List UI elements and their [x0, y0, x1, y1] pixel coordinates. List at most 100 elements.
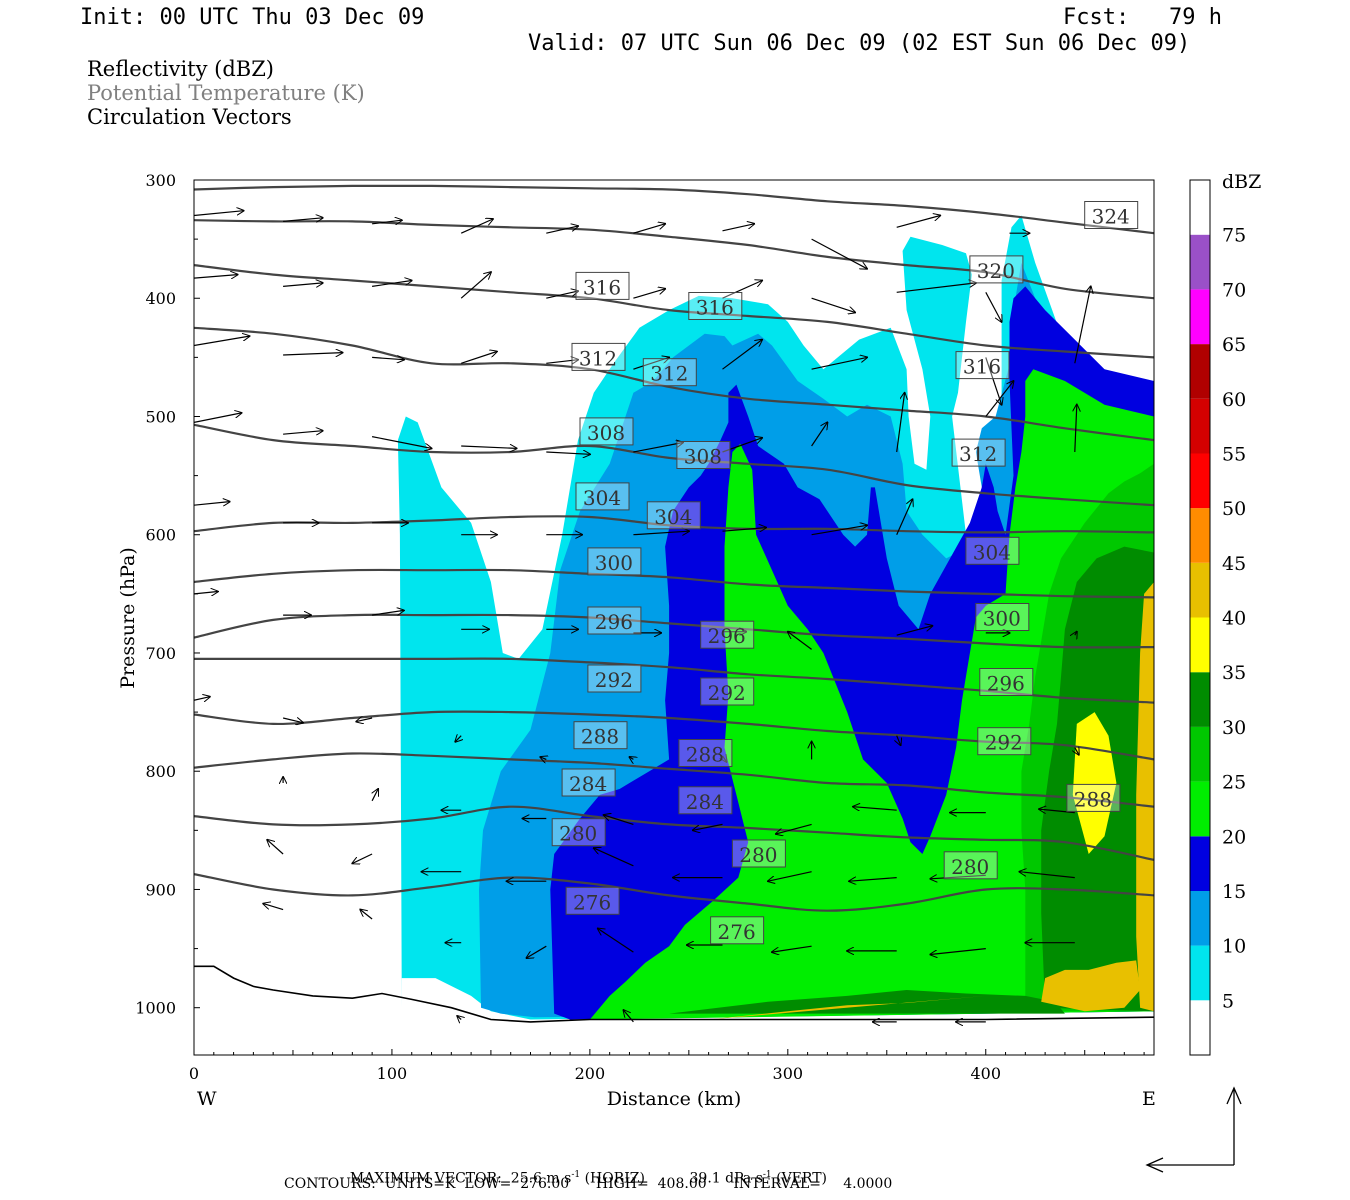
circulation-vector [811, 238, 867, 269]
colorbar-swatch [1190, 781, 1210, 837]
colorbar-swatch [1190, 1000, 1210, 1055]
contour-label-text: 288 [1074, 787, 1112, 811]
circulation-vector [776, 823, 812, 834]
colorbar-swatch [1190, 289, 1210, 345]
theta-contour-276 [194, 873, 1154, 912]
contour-label-text: 300 [595, 551, 633, 575]
contour-label: 316 [688, 292, 743, 320]
contours-info: CONTOURS: UNITS=K LOW= 276.00 HIGH= 408.… [284, 1176, 893, 1192]
circulation-vector [546, 360, 578, 364]
contour-label: 296 [700, 620, 755, 649]
circulation-vector [372, 281, 412, 287]
contour-label-text: 276 [718, 920, 756, 944]
contour-label: 280 [551, 818, 606, 847]
contour-label: 292 [700, 677, 755, 706]
contour-label: 280 [943, 851, 998, 880]
circulation-vector [540, 757, 546, 759]
contour-label-text: 296 [987, 672, 1025, 696]
theta-contour-304 [194, 515, 1154, 534]
colorbar-tick-label: 10 [1222, 936, 1246, 958]
reference-arrow-icon [1145, 1086, 1242, 1173]
contour-label-box [1084, 201, 1139, 229]
contour-label-box [646, 501, 701, 530]
contour-label-text: 304 [583, 486, 621, 510]
circulation-vector [723, 756, 727, 762]
contour-label-box [573, 721, 628, 750]
circulation-vector [1075, 405, 1077, 453]
plot-frame [193, 179, 1155, 1056]
circulation-vector [722, 340, 763, 370]
circulation-vector [896, 499, 913, 535]
colorbar-tick-label: 25 [1222, 772, 1246, 794]
colorbar-tick-label: 75 [1222, 225, 1246, 247]
x-tick-label: 200 [575, 1064, 606, 1083]
colorbar: 5 10 15 20 25 30 35 40 45 50 55 60 65 70 75 [1189, 179, 1246, 1056]
y-tick-label: 1000 [135, 999, 176, 1018]
contour-label: 312 [642, 358, 697, 387]
contour-label-box [688, 292, 743, 320]
contour-label-box [975, 603, 1030, 631]
circulation-vector [811, 297, 856, 312]
circulation-vector [1075, 748, 1079, 755]
contour-label: 300 [587, 547, 642, 576]
colorbar-swatch [1190, 234, 1210, 290]
contour-label-text: 284 [569, 772, 607, 796]
contour-label-box [1066, 783, 1121, 812]
x-tick-label: 100 [377, 1064, 408, 1083]
colorbar-swatch [1190, 672, 1210, 727]
forecast-hour: Fcst: 79 h [1063, 5, 1222, 30]
contour-label: 296 [587, 606, 642, 635]
theta-contour-320 [194, 219, 1154, 300]
circulation-vector [811, 357, 867, 370]
circulation-vectors [194, 211, 1091, 1022]
theta-contour-316 [194, 264, 1154, 359]
contour-label-text: 296 [595, 610, 633, 634]
y-tick-label: 600 [145, 526, 176, 545]
circulation-vector [283, 283, 323, 287]
theta-contour-324 [194, 184, 1154, 235]
contour-label-text: 316 [696, 296, 734, 320]
contour-label-box [561, 768, 616, 797]
theta-contour-296 [194, 613, 1154, 649]
circulation-vector [527, 945, 547, 958]
max-vector-horiz: 25.6 m s [510, 1170, 572, 1187]
legend-potential-temperature: Potential Temperature (K) [87, 81, 365, 105]
colorbar-swatch [1190, 617, 1210, 673]
circulation-vector [594, 848, 634, 867]
circulation-vector [194, 502, 230, 506]
circulation-vector [633, 531, 688, 535]
circulation-vector [372, 610, 404, 616]
x-tick-label: 0 [189, 1064, 199, 1083]
colorbar-tick-label: 20 [1222, 826, 1246, 848]
contour-label: 288 [678, 739, 733, 767]
theta-contour-292 [194, 657, 1154, 704]
legend-reflectivity: Reflectivity (dBZ) [87, 57, 275, 81]
theta-contour-300 [194, 568, 1154, 599]
contour-label-text: 308 [587, 421, 625, 445]
theta-contour-308 [194, 423, 1154, 507]
circulation-vector [985, 357, 1002, 404]
contour-label-text: 300 [983, 607, 1021, 631]
theta-contour-288 [194, 710, 1154, 761]
circulation-vector [194, 413, 242, 423]
circulation-vector [722, 281, 763, 299]
colorbar-swatch [1190, 453, 1210, 509]
circulation-vector [811, 422, 828, 447]
colorbar-tick-label: 60 [1222, 389, 1246, 411]
circulation-vector [455, 736, 461, 742]
circulation-vector [633, 289, 665, 299]
circulation-vector [352, 853, 373, 863]
circulation-vector [772, 945, 812, 952]
circulation-vector [461, 446, 516, 448]
contour-label: 288 [1066, 783, 1121, 812]
contour-label-text: 312 [959, 442, 997, 466]
contour-label: 276 [565, 886, 620, 915]
vert-exponent: -1 [762, 1170, 772, 1180]
horiz-exponent: -1 [571, 1170, 581, 1180]
contour-label: 324 [1084, 201, 1139, 229]
contour-label-text: 280 [951, 855, 989, 879]
circulation-vector [267, 840, 284, 855]
circulation-vector [633, 443, 683, 453]
circulation-vector [460, 219, 493, 234]
